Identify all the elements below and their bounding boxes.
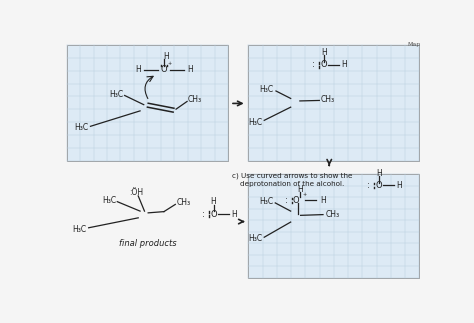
Text: final products: final products — [118, 239, 176, 248]
Text: H₃C: H₃C — [109, 90, 123, 99]
Text: CH₃: CH₃ — [320, 95, 335, 104]
Text: H: H — [321, 48, 327, 57]
Text: :: : — [367, 181, 370, 190]
Text: H₃C: H₃C — [73, 224, 87, 234]
Bar — [248, 45, 419, 161]
Text: CH₃: CH₃ — [177, 198, 191, 207]
Text: O: O — [293, 196, 300, 205]
Text: +: + — [167, 61, 171, 66]
Text: H₃C: H₃C — [260, 85, 274, 94]
Text: O: O — [161, 65, 167, 74]
Text: H: H — [210, 197, 217, 206]
Text: :: : — [285, 196, 288, 205]
Text: H₃C: H₃C — [260, 197, 274, 206]
Text: H₃C: H₃C — [74, 122, 88, 131]
Text: H: H — [163, 52, 169, 61]
Text: H: H — [341, 60, 347, 69]
Text: H: H — [297, 185, 303, 194]
Text: O: O — [320, 60, 327, 69]
Text: H: H — [376, 169, 382, 178]
Text: H: H — [231, 210, 237, 219]
Bar — [66, 45, 228, 161]
Text: +: + — [302, 192, 306, 197]
Text: :ÖH: :ÖH — [129, 188, 144, 197]
Text: c) Use curved arrows to show the
deprotonation of the alcohol.: c) Use curved arrows to show the deproto… — [232, 172, 353, 187]
Text: :: : — [312, 60, 315, 69]
Text: Map: Map — [408, 42, 421, 47]
Text: CH₃: CH₃ — [188, 95, 202, 104]
Text: H: H — [396, 181, 402, 190]
Text: H: H — [136, 65, 141, 74]
Text: H: H — [320, 196, 326, 205]
Text: O: O — [375, 181, 382, 190]
Text: H: H — [187, 65, 192, 74]
Text: H₃C: H₃C — [249, 234, 263, 244]
Text: CH₃: CH₃ — [326, 210, 340, 219]
Text: H₃C: H₃C — [102, 196, 116, 205]
Text: O: O — [210, 210, 217, 219]
Text: :: : — [202, 210, 205, 219]
Bar — [248, 174, 419, 277]
Text: H₃C: H₃C — [249, 118, 263, 127]
